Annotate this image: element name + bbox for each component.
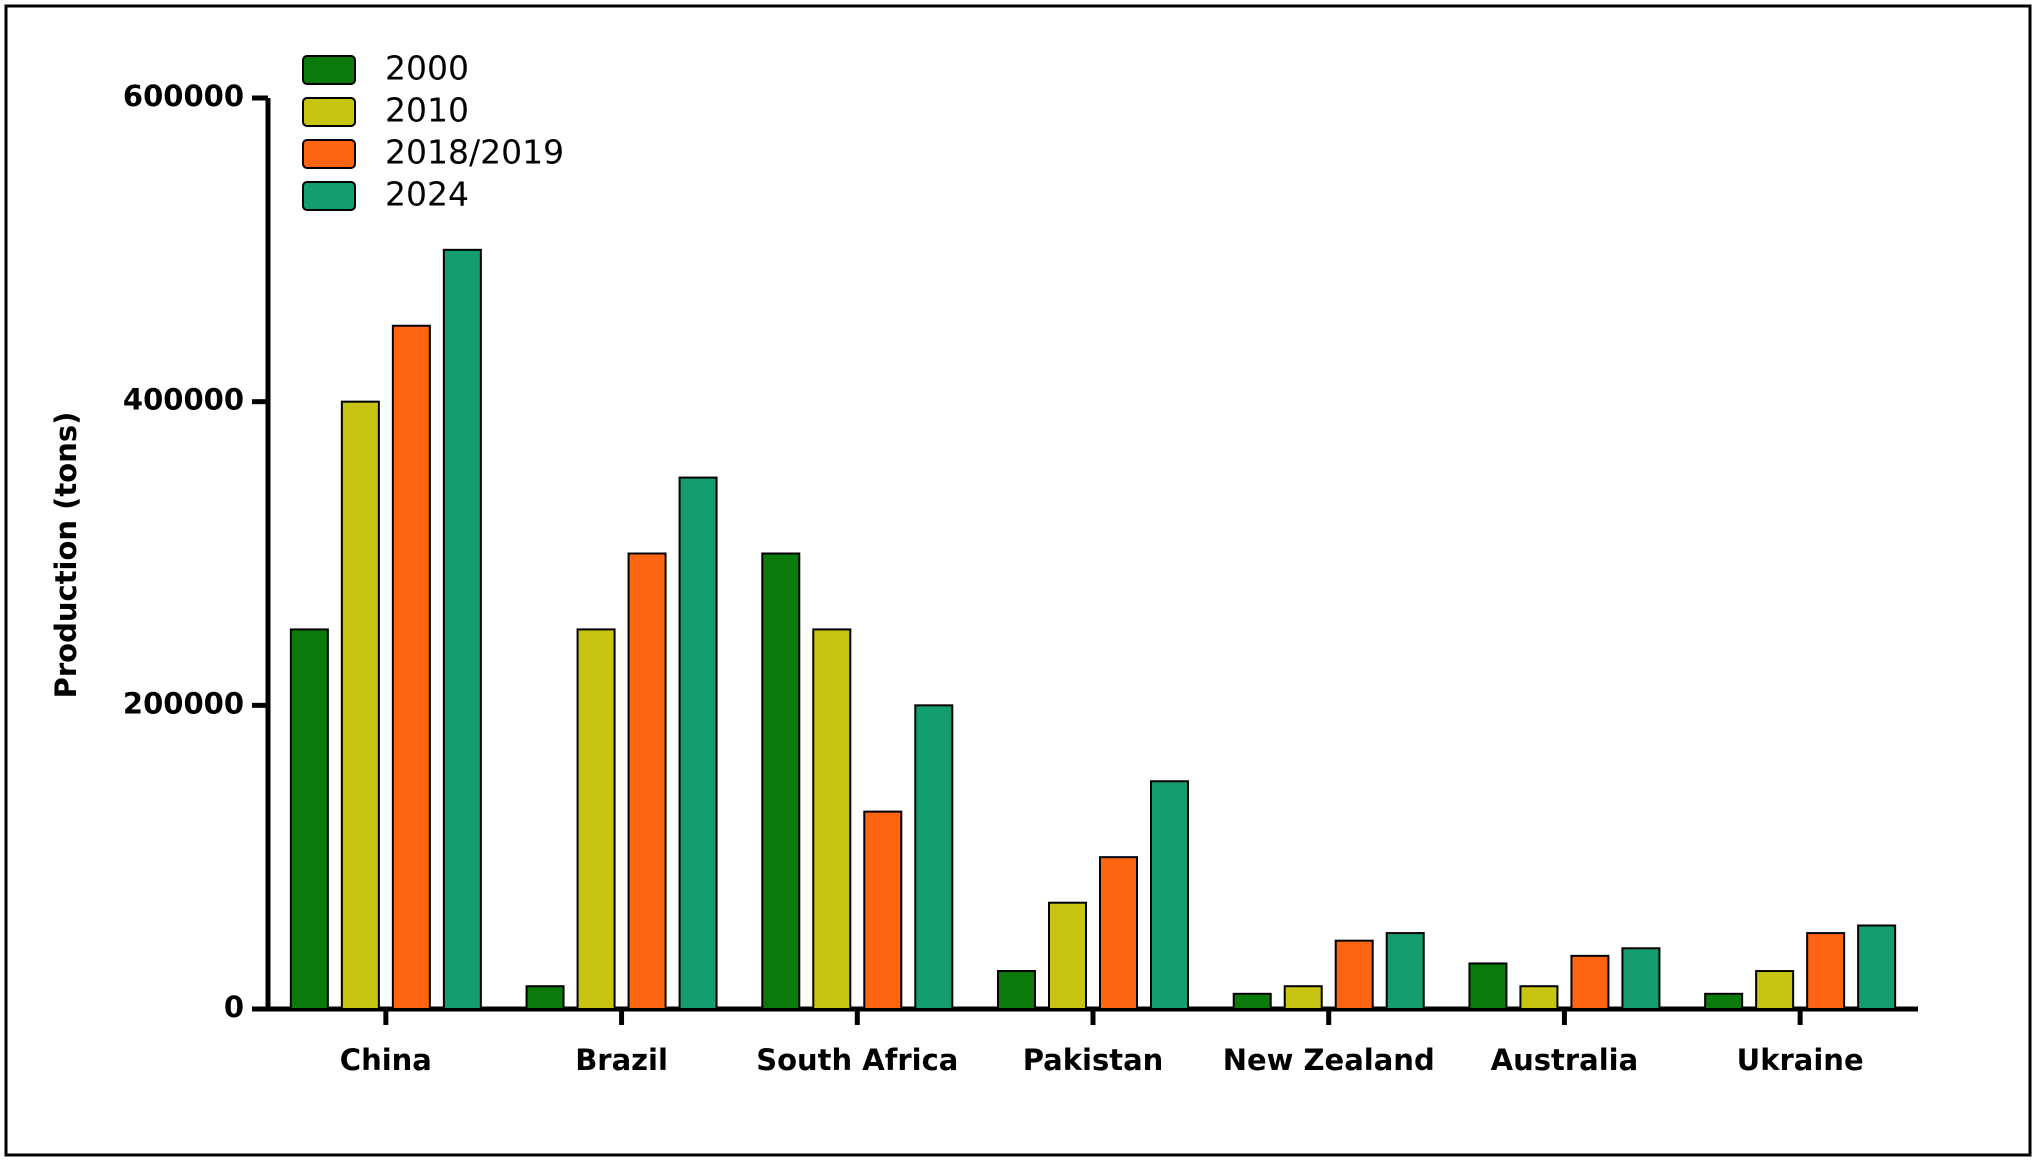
bar [391,324,431,1010]
bar [1704,992,1744,1010]
bar [863,810,903,1010]
frame [4,4,2032,1157]
bar [1468,962,1508,1011]
legend-swatch [302,55,356,85]
bar [1621,947,1661,1010]
bar [1519,985,1559,1010]
x-tick-label: Ukraine [1737,1043,1864,1077]
bar [1570,954,1610,1011]
bar [1232,992,1272,1010]
legend-label: 2000 [385,49,469,88]
legend-swatch [302,181,356,211]
y-tick-label: 400000 [123,383,244,417]
x-tick-label: Pakistan [1023,1043,1164,1077]
y-axis-label: Production (tons) [49,412,83,699]
x-tick-label: New Zealand [1223,1043,1435,1077]
y-tick-label: 200000 [123,686,244,720]
legend-label: 2010 [385,91,469,130]
bar [1150,780,1189,1010]
bar [340,400,380,1010]
legend-label: 2018/2019 [385,133,564,172]
legend-swatch [302,97,356,127]
bar [1385,932,1425,1010]
bar [1806,932,1846,1010]
bar [442,248,482,1011]
bar [289,628,329,1011]
bar [1334,939,1374,1010]
bar [997,970,1036,1011]
bar [525,985,565,1010]
bar [761,552,801,1010]
y-tick-label: 0 [224,990,244,1024]
y-tick-label: 600000 [123,79,244,113]
x-tick-label: Australia [1491,1043,1639,1077]
x-tick-label: South Africa [756,1043,958,1077]
bar [678,476,718,1011]
bar [1755,970,1795,1011]
bar [1283,985,1323,1010]
bar [1857,924,1897,1010]
x-tick-label: China [340,1043,432,1077]
legend-label: 2024 [385,175,469,214]
bar [627,552,667,1010]
bar [1048,901,1087,1011]
bar [812,628,852,1011]
bar [576,628,616,1011]
bar [914,704,954,1010]
legend-swatch [302,139,356,169]
x-tick-label: Brazil [575,1043,668,1077]
bar [1099,856,1138,1011]
